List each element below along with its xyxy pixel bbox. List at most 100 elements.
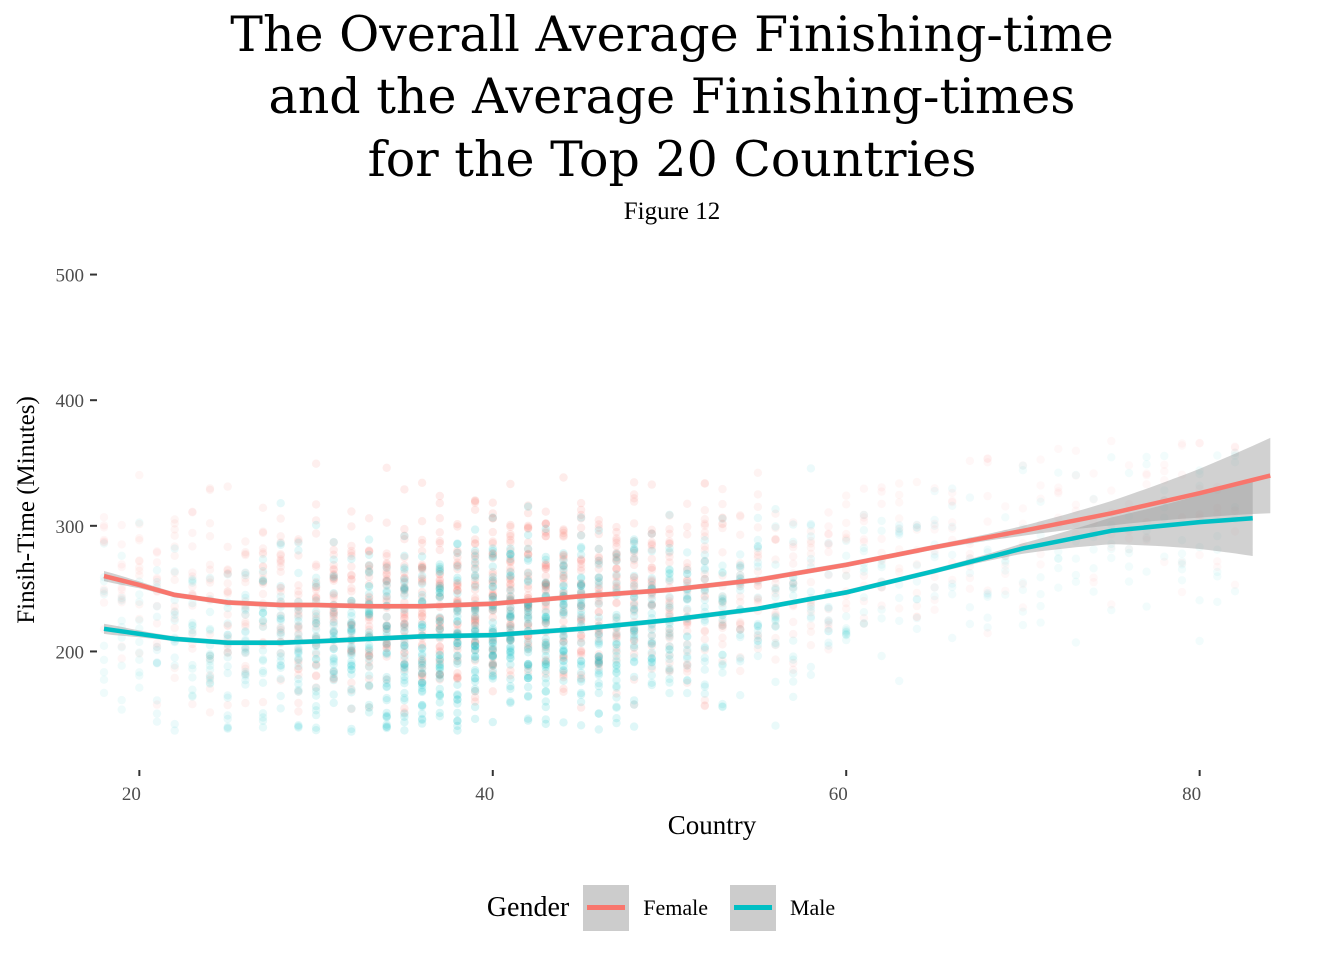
data-point bbox=[470, 625, 480, 634]
data-point bbox=[806, 554, 816, 564]
data-point bbox=[241, 578, 250, 587]
data-point bbox=[541, 645, 550, 654]
data-point bbox=[205, 565, 215, 574]
data-point bbox=[806, 539, 816, 548]
data-point bbox=[417, 700, 427, 710]
data-point bbox=[736, 625, 745, 634]
data-point bbox=[612, 613, 621, 622]
data-point bbox=[541, 578, 550, 588]
data-point bbox=[1142, 534, 1151, 543]
data-point bbox=[241, 648, 250, 658]
data-point bbox=[824, 626, 833, 636]
data-point bbox=[188, 568, 197, 577]
data-point bbox=[665, 632, 674, 641]
data-point bbox=[99, 641, 109, 650]
data-point bbox=[435, 670, 444, 679]
data-point bbox=[276, 704, 285, 713]
data-point bbox=[771, 535, 780, 544]
data-point bbox=[294, 587, 303, 596]
data-point bbox=[700, 479, 709, 488]
data-point bbox=[276, 691, 285, 701]
data-point bbox=[612, 542, 621, 551]
data-point bbox=[400, 709, 409, 718]
data-point bbox=[152, 717, 162, 726]
data-point bbox=[382, 559, 391, 568]
data-point bbox=[400, 652, 409, 661]
data-point bbox=[771, 583, 780, 593]
data-point bbox=[205, 575, 215, 584]
data-point bbox=[859, 571, 869, 581]
data-point bbox=[753, 581, 763, 591]
data-point bbox=[576, 688, 586, 698]
data-point bbox=[983, 454, 992, 463]
data-point bbox=[1195, 596, 1204, 605]
data-point bbox=[559, 633, 568, 642]
data-point bbox=[470, 666, 480, 675]
data-point bbox=[417, 546, 427, 556]
data-point bbox=[523, 619, 533, 628]
data-point bbox=[152, 601, 162, 611]
data-point bbox=[1018, 466, 1028, 475]
data-point bbox=[417, 680, 427, 690]
data-point bbox=[470, 702, 480, 712]
data-point bbox=[541, 507, 550, 516]
data-point bbox=[559, 606, 568, 615]
data-point bbox=[842, 599, 851, 608]
data-point bbox=[559, 562, 568, 571]
data-point bbox=[470, 677, 480, 686]
data-point bbox=[329, 644, 338, 654]
data-point bbox=[223, 722, 232, 731]
data-point bbox=[329, 555, 338, 564]
data-point bbox=[347, 649, 356, 658]
data-point bbox=[453, 695, 462, 704]
data-point bbox=[117, 654, 126, 663]
data-point bbox=[541, 659, 550, 669]
data-point bbox=[683, 569, 692, 579]
data-point bbox=[488, 625, 497, 635]
data-point bbox=[1177, 576, 1187, 585]
data-point bbox=[700, 587, 709, 596]
data-point bbox=[576, 690, 586, 699]
data-point bbox=[117, 695, 126, 705]
data-point bbox=[488, 717, 497, 727]
data-point bbox=[559, 617, 568, 626]
data-point bbox=[258, 579, 268, 588]
data-point bbox=[683, 548, 692, 557]
data-point bbox=[435, 592, 444, 601]
data-point bbox=[541, 702, 550, 712]
data-point bbox=[223, 648, 232, 657]
data-point bbox=[294, 535, 303, 544]
data-point bbox=[576, 675, 586, 684]
data-point bbox=[683, 659, 692, 668]
data-point bbox=[824, 627, 833, 636]
data-point bbox=[594, 600, 603, 609]
data-point bbox=[400, 676, 409, 685]
data-point bbox=[506, 622, 515, 631]
data-point bbox=[1001, 590, 1010, 599]
data-point bbox=[576, 670, 586, 680]
data-point bbox=[170, 575, 179, 585]
data-point bbox=[1107, 605, 1116, 615]
data-point bbox=[1036, 481, 1045, 490]
data-point bbox=[806, 600, 816, 609]
data-point bbox=[877, 516, 886, 526]
data-point bbox=[683, 595, 692, 604]
data-point bbox=[506, 622, 515, 631]
data-point bbox=[895, 564, 904, 573]
data-point bbox=[347, 651, 356, 660]
data-point bbox=[647, 648, 656, 657]
data-point bbox=[488, 589, 497, 598]
data-point bbox=[135, 518, 144, 527]
data-point bbox=[983, 613, 992, 622]
data-point bbox=[559, 551, 568, 560]
data-point bbox=[417, 672, 427, 682]
data-point bbox=[205, 560, 215, 569]
data-point bbox=[541, 657, 550, 666]
data-point bbox=[417, 670, 427, 679]
data-point bbox=[417, 612, 427, 621]
data-point bbox=[523, 556, 533, 565]
data-point bbox=[117, 661, 126, 670]
data-point bbox=[859, 526, 869, 535]
data-point bbox=[223, 630, 232, 640]
data-point bbox=[789, 579, 798, 588]
